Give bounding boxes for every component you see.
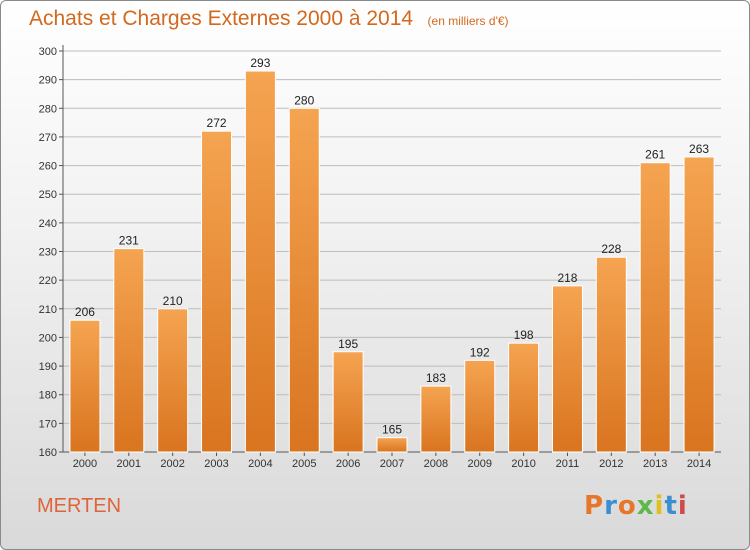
y-tick-label: 280 [39, 103, 57, 115]
title-text: Achats et Charges Externes 2000 à 2014 [29, 7, 414, 30]
bar-2008 [420, 385, 452, 453]
value-label-2007: 165 [382, 423, 402, 437]
bar-2001 [113, 248, 145, 453]
bar-2004 [244, 70, 276, 453]
y-tick-label: 190 [39, 361, 57, 373]
bar-2003 [201, 130, 233, 453]
bars [69, 70, 715, 453]
value-label-2000: 206 [75, 305, 95, 319]
value-label-2011: 218 [557, 271, 577, 285]
value-label-2010: 198 [514, 328, 534, 342]
y-tick-label: 240 [39, 218, 57, 230]
value-label-2012: 228 [601, 242, 621, 256]
proxiti-logo: Proxiti [584, 491, 688, 521]
value-label-2008: 183 [426, 371, 446, 385]
x-tick-label-2002: 2002 [160, 458, 184, 470]
y-tick-label: 260 [39, 161, 57, 173]
value-label-2002: 210 [163, 294, 183, 308]
commune-name: MERTEN [37, 495, 122, 517]
y-tick-label: 220 [39, 275, 57, 287]
bar-2002 [157, 308, 189, 453]
y-tick-label: 250 [39, 189, 57, 201]
logo-letter: P [584, 491, 605, 521]
y-tick-label: 180 [39, 390, 57, 402]
bar-2000 [69, 319, 101, 453]
logo-letter: x [636, 491, 655, 521]
value-label-2013: 261 [645, 148, 665, 162]
x-tick-label-2000: 2000 [73, 458, 97, 470]
y-tick-label: 290 [39, 75, 57, 87]
logo-letter: i [654, 491, 665, 521]
x-tick-label-2009: 2009 [467, 458, 491, 470]
x-tick-label-2013: 2013 [643, 458, 667, 470]
logo-letter: o [617, 491, 637, 521]
unit-text: (en milliers d'€) [427, 14, 509, 28]
value-label-2001: 231 [119, 234, 139, 248]
bar-2011 [551, 285, 583, 453]
x-tick-label-2005: 2005 [292, 458, 316, 470]
bar-2006 [332, 351, 364, 453]
data-labels: 206 231 210 272 293 280 195 165 183 192 198 218 228 2… [75, 56, 709, 437]
chart-title: Achats et Charges Externes 2000 à 2014 (… [29, 7, 509, 31]
x-tick-label-2007: 2007 [380, 458, 404, 470]
y-tick-label: 170 [39, 418, 57, 430]
bar-2005 [288, 107, 320, 453]
x-tick-label-2014: 2014 [687, 458, 711, 470]
value-label-2009: 192 [470, 345, 490, 359]
bar-2009 [464, 359, 496, 453]
bar-2010 [508, 342, 540, 453]
logo-letter: t [664, 491, 678, 521]
y-tick-label: 230 [39, 247, 57, 259]
value-label-2004: 293 [250, 56, 270, 70]
bar-2012 [595, 256, 627, 453]
value-label-2003: 272 [207, 116, 227, 130]
x-tick-label-2004: 2004 [248, 458, 272, 470]
x-tick-label-2012: 2012 [599, 458, 623, 470]
y-tick-label: 300 [39, 46, 57, 58]
bar-2013 [639, 162, 671, 453]
logo-letter: r [604, 491, 618, 521]
x-tick-label-2001: 2001 [117, 458, 141, 470]
value-label-2006: 195 [338, 337, 358, 351]
x-tick-label-2011: 2011 [556, 458, 580, 470]
logo-letter: i [677, 491, 688, 521]
x-tick-label-2003: 2003 [204, 458, 228, 470]
value-label-2005: 280 [294, 93, 314, 107]
x-tick-label-2006: 2006 [336, 458, 360, 470]
value-label-2014: 263 [689, 142, 709, 156]
y-tick-label: 210 [39, 304, 57, 316]
y-tick-label: 270 [39, 132, 57, 144]
x-tick-label-2010: 2010 [511, 458, 535, 470]
x-tick-label-2008: 2008 [424, 458, 448, 470]
bar-2007 [376, 437, 408, 453]
bar-2014 [683, 156, 715, 453]
y-tick-label: 200 [39, 332, 57, 344]
y-tick-label: 160 [39, 447, 57, 459]
